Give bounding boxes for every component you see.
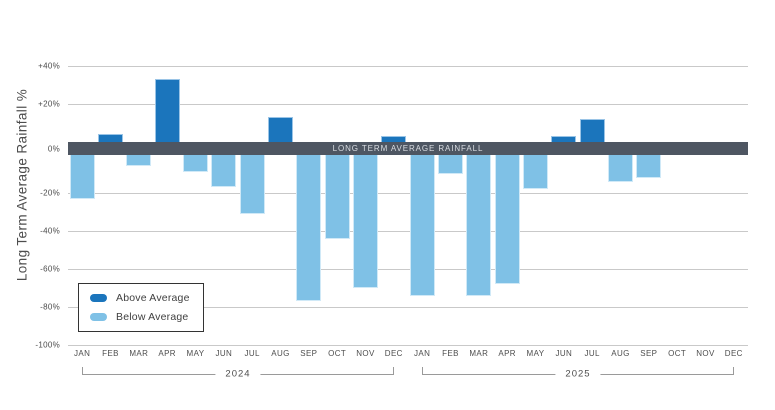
bar-2025-jan bbox=[409, 155, 435, 296]
y-axis-tick-label: +20% bbox=[38, 99, 60, 109]
bar-2025-jun bbox=[551, 136, 577, 142]
x-axis-month-label: DEC bbox=[724, 349, 743, 358]
y-axis-tick-label: -100% bbox=[35, 340, 60, 350]
x-axis-month-label: JUL bbox=[584, 349, 600, 358]
x-axis-month-label: FEB bbox=[442, 349, 459, 358]
gridline-40 bbox=[68, 66, 748, 67]
bar-2025-jul bbox=[579, 119, 605, 142]
bar-2024-apr bbox=[154, 79, 180, 142]
bar-2024-jul bbox=[239, 155, 265, 214]
x-axis-month-label: OCT bbox=[668, 349, 687, 358]
legend-item-below-average: Below Average bbox=[90, 311, 192, 323]
bar-2025-sep bbox=[636, 155, 662, 178]
x-axis-month-label: OCT bbox=[328, 349, 347, 358]
bar-2024-feb bbox=[97, 134, 124, 142]
bar-2025-apr bbox=[494, 155, 520, 285]
x-axis-month-label: JUL bbox=[244, 349, 260, 358]
bar-2025-feb bbox=[437, 155, 464, 174]
bar-2024-jun bbox=[211, 155, 237, 188]
legend-label-above-average: Above Average bbox=[116, 292, 190, 304]
year-bracket-2024: 2024 bbox=[82, 367, 394, 380]
y-axis-tick-label: -80% bbox=[40, 302, 60, 312]
x-axis-month-label: MAR bbox=[129, 349, 149, 358]
x-axis-month-label: APR bbox=[158, 349, 176, 358]
x-axis-month-label: SEP bbox=[300, 349, 318, 358]
legend-label-below-average: Below Average bbox=[116, 311, 189, 323]
x-axis-month-label: MAR bbox=[469, 349, 489, 358]
long-term-average-band: LONG TERM AVERAGE RAINFALL bbox=[68, 142, 748, 155]
x-axis-month-label: JAN bbox=[74, 349, 91, 358]
gridline--80 bbox=[68, 307, 748, 308]
bar-2024-oct bbox=[324, 155, 350, 239]
x-axis-month-label: JUN bbox=[555, 349, 573, 358]
bar-2024-mar bbox=[126, 155, 152, 167]
x-axis-month-label: FEB bbox=[102, 349, 119, 358]
gridline--60 bbox=[68, 269, 748, 270]
x-axis-month-label: MAY bbox=[526, 349, 545, 358]
bar-2024-jan bbox=[69, 155, 95, 199]
below-average-swatch-icon bbox=[90, 313, 107, 321]
x-axis-month-label: JUN bbox=[215, 349, 233, 358]
x-axis-month-label: JAN bbox=[414, 349, 431, 358]
legend-item-above-average: Above Average bbox=[90, 292, 192, 304]
x-axis-month-label: NOV bbox=[356, 349, 375, 358]
gridline--100 bbox=[68, 345, 748, 346]
gridline--20 bbox=[68, 193, 748, 194]
year-label-2024: 2024 bbox=[215, 368, 261, 380]
bar-2024-aug bbox=[267, 117, 294, 142]
y-axis-tick-label: -20% bbox=[40, 188, 60, 198]
x-axis-month-label: NOV bbox=[696, 349, 715, 358]
y-axis-tick-label: 0% bbox=[47, 144, 60, 153]
y-axis-tick-label: -40% bbox=[40, 226, 60, 236]
bar-2025-may bbox=[522, 155, 549, 190]
bar-2025-mar bbox=[466, 155, 492, 296]
x-axis-month-label: AUG bbox=[611, 349, 630, 358]
x-axis-month-label: APR bbox=[498, 349, 516, 358]
y-axis-tick-label: -60% bbox=[40, 264, 60, 274]
y-axis-title: Long Term Average Rainfall % bbox=[14, 88, 30, 282]
bar-2025-aug bbox=[607, 155, 634, 182]
bar-2024-dec bbox=[381, 136, 407, 142]
year-label-2025: 2025 bbox=[555, 368, 601, 380]
x-axis-month-label: AUG bbox=[271, 349, 290, 358]
x-axis-month-label: DEC bbox=[384, 349, 403, 358]
bar-2024-nov bbox=[352, 155, 379, 288]
x-axis-month-label: SEP bbox=[640, 349, 658, 358]
gridline--40 bbox=[68, 231, 748, 232]
gridline-20 bbox=[68, 104, 748, 105]
above-average-swatch-icon bbox=[90, 294, 107, 302]
x-axis-month-label: MAY bbox=[186, 349, 205, 358]
bar-2024-sep bbox=[296, 155, 322, 302]
legend: Above Average Below Average bbox=[78, 283, 204, 332]
y-axis-tick-label: +40% bbox=[38, 61, 60, 71]
long-term-average-band-label: LONG TERM AVERAGE RAINFALL bbox=[332, 144, 484, 153]
year-bracket-2025: 2025 bbox=[422, 367, 734, 380]
bar-2024-may bbox=[182, 155, 209, 173]
